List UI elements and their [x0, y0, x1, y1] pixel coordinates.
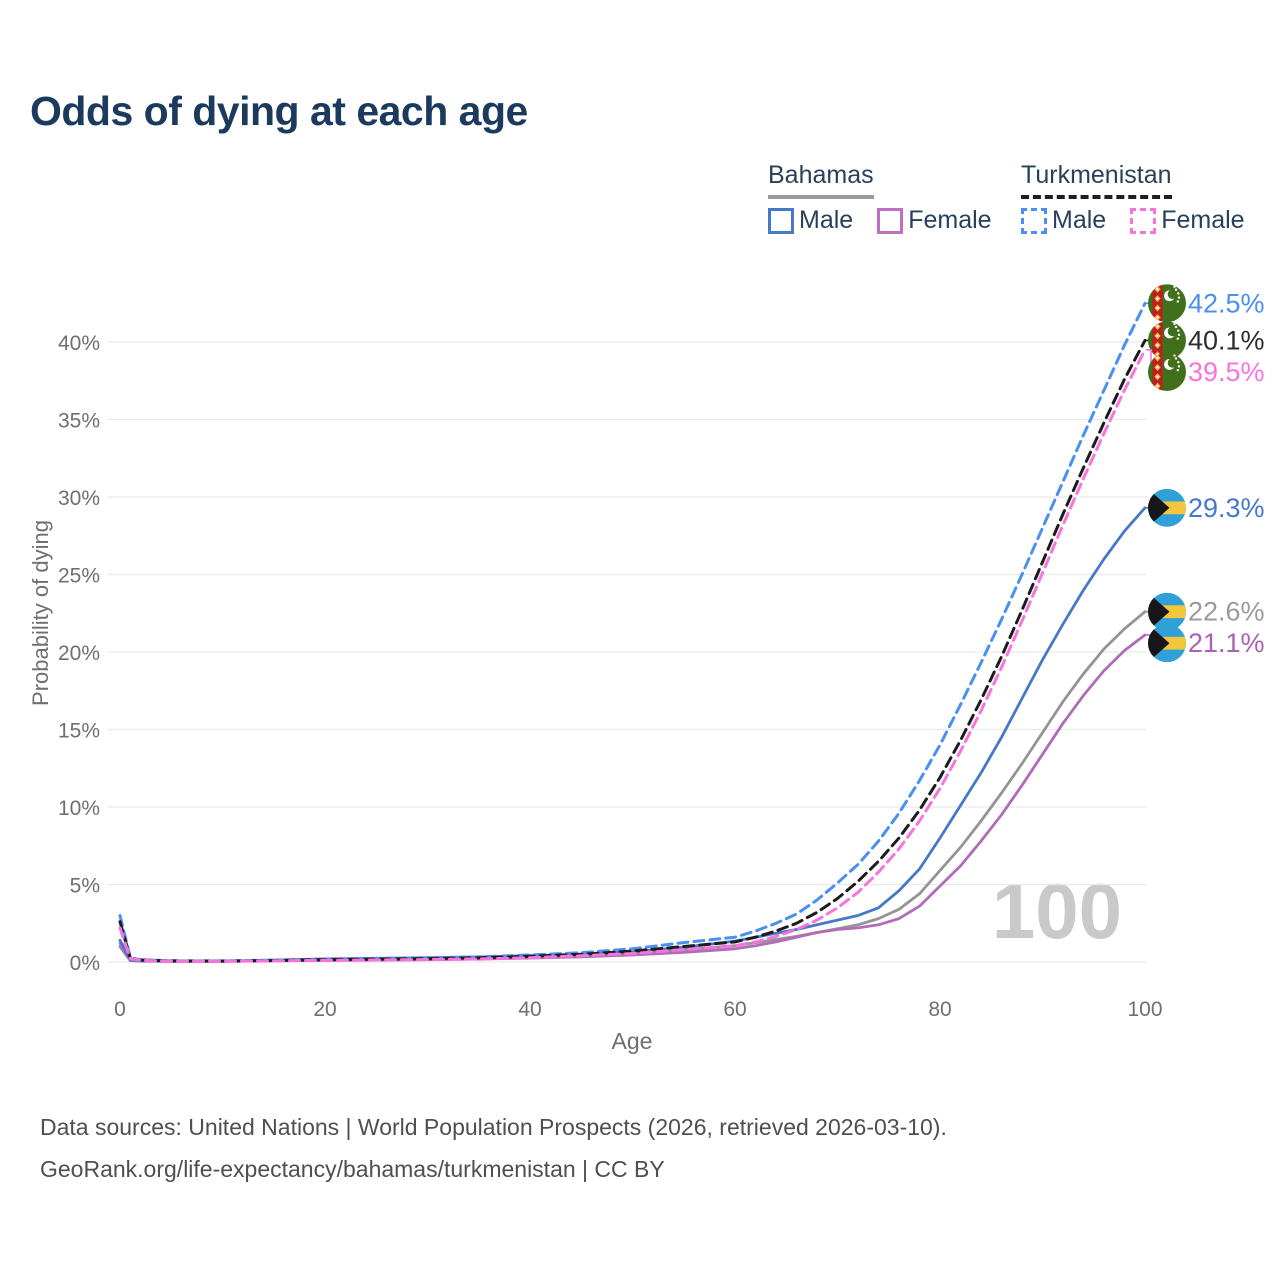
turkmenistan-flag-icon [1148, 352, 1186, 391]
line-turkmenistan-female[interactable] [118, 348, 1147, 963]
legend-item-bahamas-male[interactable]: Male [768, 206, 853, 235]
y-tick-label-0: 0% [70, 952, 100, 975]
x-axis-title: Age [611, 1028, 653, 1054]
end-label-bahamas-male: 29.3% [1188, 493, 1265, 523]
legend-country-turkmenistan[interactable]: Turkmenistan [1021, 161, 1172, 199]
legend-group-turkmenistan: Turkmenistan Male Female [1021, 161, 1245, 235]
legend-country-bahamas[interactable]: Bahamas [768, 161, 874, 199]
x-tick-label-0: 0 [114, 998, 126, 1021]
y-tick-label-25: 25% [58, 565, 100, 588]
y-tick-label-15: 15% [58, 720, 100, 743]
line-turkmenistan-total[interactable] [118, 338, 1147, 963]
footer-attribution: GeoRank.org/life-expectancy/bahamas/turk… [40, 1156, 665, 1182]
bahamas-flag-icon [1148, 624, 1186, 663]
legend-group-bahamas: Bahamas Male Female [768, 161, 992, 235]
legend-items-turkmenistan: Male Female [1021, 206, 1245, 235]
legend-item-turkmenistan-female[interactable]: Female [1130, 206, 1245, 235]
end-label-turkmenistan-total: 40.1% [1188, 325, 1265, 355]
line-turkmenistan-male[interactable] [118, 301, 1147, 963]
y-tick-label-35: 35% [58, 410, 100, 433]
end-label-turkmenistan-female: 39.5% [1188, 357, 1265, 387]
end-label-bahamas-total: 22.6% [1188, 597, 1265, 627]
turkmenistan-female-swatch-icon [1130, 207, 1157, 234]
bahamas-female-swatch-icon [877, 207, 904, 234]
x-tick-label-20: 20 [313, 998, 336, 1021]
x-tick-label-100: 100 [1127, 998, 1162, 1021]
end-label-bahamas-female: 21.1% [1188, 628, 1265, 658]
footer: Data sources: United Nations | World Pop… [40, 1106, 947, 1190]
legend-label-bahamas-female: Female [908, 206, 992, 234]
y-tick-label-5: 5% [70, 875, 100, 898]
x-tick-label-60: 60 [723, 998, 746, 1021]
bahamas-flag-icon [1148, 488, 1186, 527]
end-label-turkmenistan-male: 42.5% [1188, 288, 1265, 318]
x-tick-label-40: 40 [518, 998, 541, 1021]
line-bahamas-female[interactable] [118, 633, 1147, 963]
bahamas-male-swatch-icon [768, 207, 794, 234]
legend-label-turkmenistan-male: Male [1052, 206, 1107, 234]
legend-label-turkmenistan-female: Female [1161, 206, 1245, 234]
y-tick-label-20: 20% [58, 642, 100, 665]
turkmenistan-flag-icon [1148, 284, 1186, 323]
turkmenistan-male-swatch-icon [1021, 207, 1047, 234]
y-tick-label-10: 10% [58, 797, 100, 820]
legend-label-bahamas-male: Male [799, 206, 854, 234]
y-tick-label-30: 30% [58, 487, 100, 510]
y-tick-label-40: 40% [58, 332, 100, 355]
line-bahamas-total[interactable] [118, 610, 1147, 963]
footer-data-sources: Data sources: United Nations | World Pop… [40, 1114, 947, 1140]
line-bahamas-male[interactable] [118, 506, 1147, 963]
legend-items-bahamas: Male Female [768, 206, 992, 235]
page-title: Odds of dying at each age [30, 88, 528, 134]
legend-item-bahamas-female[interactable]: Female [877, 206, 992, 235]
x-tick-label-80: 80 [928, 998, 951, 1021]
legend-item-turkmenistan-male[interactable]: Male [1021, 206, 1106, 235]
bahamas-flag-icon [1148, 592, 1186, 631]
